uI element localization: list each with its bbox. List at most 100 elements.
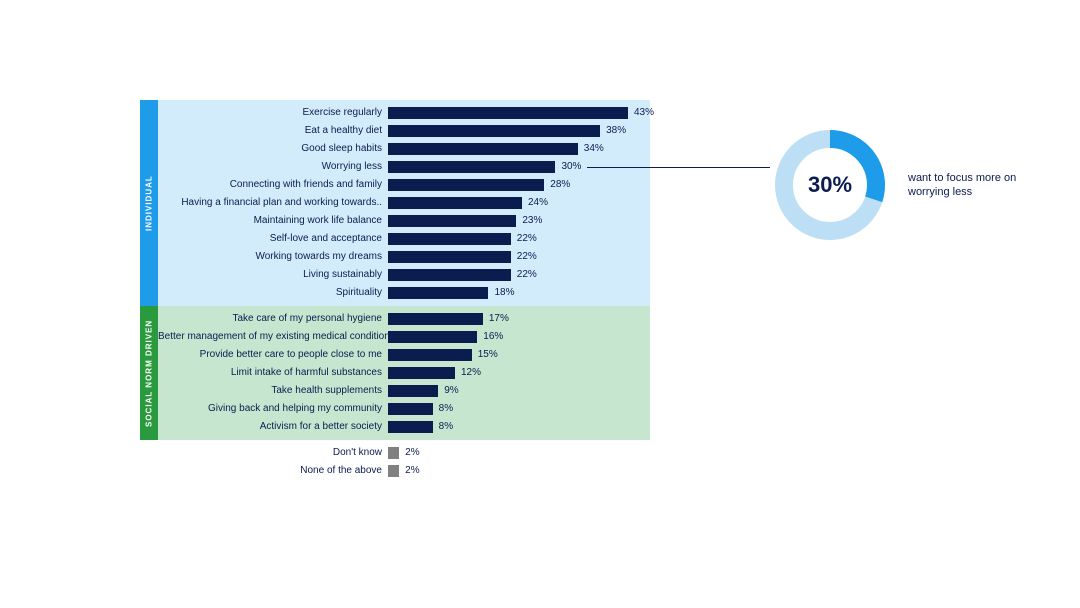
bar-value: 28% bbox=[550, 176, 570, 194]
bar-value: 38% bbox=[606, 122, 626, 140]
bar-row: Giving back and helping my community 8% bbox=[158, 400, 650, 418]
bar-label: Limit intake of harmful substances bbox=[158, 364, 388, 382]
bar-track: 2% bbox=[388, 462, 650, 480]
bar-row: Activism for a better society 8% bbox=[158, 418, 650, 436]
bar-track: 8% bbox=[388, 400, 650, 418]
bar-label: Better management of my existing medical… bbox=[158, 328, 388, 346]
bar-chart: INDIVIDUAL Exercise regularly43%Eat a he… bbox=[140, 100, 650, 484]
bar-row: Spirituality 18% bbox=[158, 284, 654, 302]
bar-value: 22% bbox=[517, 248, 537, 266]
bar bbox=[388, 215, 516, 227]
bar-label: Connecting with friends and family bbox=[158, 176, 388, 194]
bar bbox=[388, 233, 511, 245]
bar-row: Exercise regularly43% bbox=[158, 104, 654, 122]
bar-row: Limit intake of harmful substances 12% bbox=[158, 364, 650, 382]
bar-track: 38% bbox=[388, 122, 654, 140]
bar-label: Giving back and helping my community bbox=[158, 400, 388, 418]
section-body-individual: Exercise regularly43%Eat a healthy diet 3… bbox=[158, 100, 654, 306]
section-label-social: SOCIAL NORM DRIVEN bbox=[140, 306, 158, 440]
bar-value: 8% bbox=[439, 418, 453, 436]
bar-value: 30% bbox=[561, 158, 581, 176]
donut-callout: 30% want to focus more on worrying less bbox=[770, 125, 1018, 245]
bar-label: Self-love and acceptance bbox=[158, 230, 388, 248]
bar-row: Provide better care to people close to m… bbox=[158, 346, 650, 364]
bar-row: Better management of my existing medical… bbox=[158, 328, 650, 346]
bar bbox=[388, 143, 578, 155]
bar-row: Take care of my personal hygiene17% bbox=[158, 310, 650, 328]
bar-track: 18% bbox=[388, 284, 654, 302]
section-label-individual: INDIVIDUAL bbox=[140, 100, 158, 306]
bar-row: Good sleep habits 34% bbox=[158, 140, 654, 158]
bar-row: Self-love and acceptance 22% bbox=[158, 230, 654, 248]
bar-label: Spirituality bbox=[158, 284, 388, 302]
bar-track: 15% bbox=[388, 346, 650, 364]
bar-label: Don't know bbox=[158, 444, 388, 462]
bar-row: Don't know 2% bbox=[158, 444, 650, 462]
bar-label: Take care of my personal hygiene bbox=[158, 310, 388, 328]
bar-track: 8% bbox=[388, 418, 650, 436]
bar-label: None of the above bbox=[158, 462, 388, 480]
bar-track: 43% bbox=[388, 104, 654, 122]
bar-row: Worrying less 30% bbox=[158, 158, 654, 176]
bar-value: 2% bbox=[405, 462, 419, 480]
bar-label: Activism for a better society bbox=[158, 418, 388, 436]
bar bbox=[388, 125, 600, 137]
bar-value: 34% bbox=[584, 140, 604, 158]
bar bbox=[388, 161, 555, 173]
bar bbox=[388, 331, 477, 343]
section-none: Don't know 2% None of the above 2% bbox=[140, 440, 650, 484]
bar-label: Eat a healthy diet bbox=[158, 122, 388, 140]
bar-value: 2% bbox=[405, 444, 419, 462]
bar bbox=[388, 403, 433, 415]
bar-label: Worrying less bbox=[158, 158, 388, 176]
bar bbox=[388, 447, 399, 459]
bar-label: Good sleep habits bbox=[158, 140, 388, 158]
bar-track: 28% bbox=[388, 176, 654, 194]
bar-value: 24% bbox=[528, 194, 548, 212]
bar-track: 22% bbox=[388, 266, 654, 284]
bar-value: 23% bbox=[522, 212, 542, 230]
bar-value: 16% bbox=[483, 328, 503, 346]
bar-row: Having a financial plan and working towa… bbox=[158, 194, 654, 212]
bar-value: 15% bbox=[478, 346, 498, 364]
bar-track: 16% bbox=[388, 328, 650, 346]
bar bbox=[388, 107, 628, 119]
bar-row: Take health supplements 9% bbox=[158, 382, 650, 400]
bar-value: 22% bbox=[517, 266, 537, 284]
bar-label: Maintaining work life balance bbox=[158, 212, 388, 230]
callout-line bbox=[587, 167, 770, 168]
bar-value: 8% bbox=[439, 400, 453, 418]
bar-row: Connecting with friends and family 28% bbox=[158, 176, 654, 194]
bar-label: Provide better care to people close to m… bbox=[158, 346, 388, 364]
bar-row: None of the above 2% bbox=[158, 462, 650, 480]
bar bbox=[388, 313, 483, 325]
bar bbox=[388, 421, 433, 433]
bar-label: Take health supplements bbox=[158, 382, 388, 400]
bar bbox=[388, 197, 522, 209]
bar-value: 22% bbox=[517, 230, 537, 248]
bar-track: 34% bbox=[388, 140, 654, 158]
section-body-none: Don't know 2% None of the above 2% bbox=[158, 440, 650, 484]
bar-value: 12% bbox=[461, 364, 481, 382]
bar-row: Living sustainably 22% bbox=[158, 266, 654, 284]
bar bbox=[388, 465, 399, 477]
bar-track: 12% bbox=[388, 364, 650, 382]
bar-track: 24% bbox=[388, 194, 654, 212]
bar-track: 17% bbox=[388, 310, 650, 328]
bar bbox=[388, 367, 455, 379]
section-body-social: Take care of my personal hygiene17%Bette… bbox=[158, 306, 650, 440]
bar-value: 18% bbox=[494, 284, 514, 302]
bar-value: 9% bbox=[444, 382, 458, 400]
bar-value: 43% bbox=[634, 104, 654, 122]
donut-center-label: 30% bbox=[770, 125, 890, 245]
bar-track: 23% bbox=[388, 212, 654, 230]
bar-track: 22% bbox=[388, 230, 654, 248]
bar bbox=[388, 269, 511, 281]
section-label-none bbox=[140, 440, 158, 484]
bar-label: Working towards my dreams bbox=[158, 248, 388, 266]
bar-label: Living sustainably bbox=[158, 266, 388, 284]
section-social: SOCIAL NORM DRIVEN Take care of my perso… bbox=[140, 306, 650, 440]
bar-row: Maintaining work life balance 23% bbox=[158, 212, 654, 230]
bar bbox=[388, 287, 488, 299]
bar bbox=[388, 349, 472, 361]
